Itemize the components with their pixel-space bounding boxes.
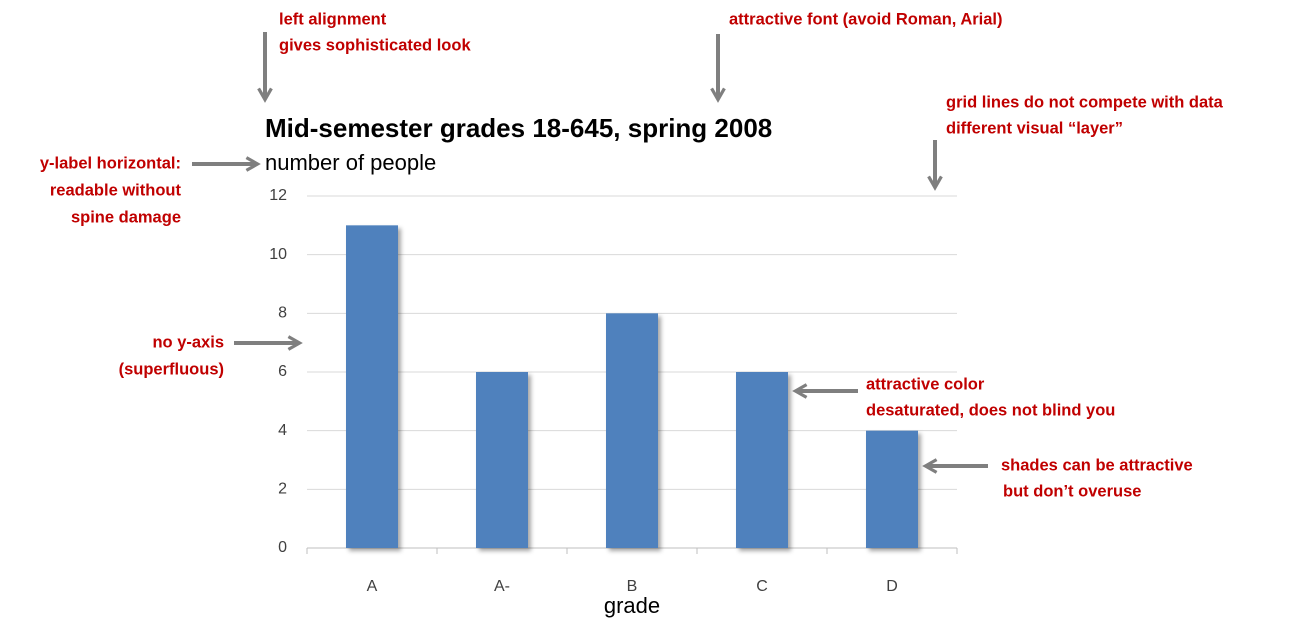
y-tick-label: 6 bbox=[278, 363, 287, 380]
annotation: shades can be attractive bbox=[1001, 456, 1193, 474]
annotation: grid lines do not compete with data bbox=[946, 93, 1224, 111]
y-tick-label: 0 bbox=[278, 539, 287, 556]
x-tick-label: A bbox=[367, 578, 378, 595]
annotation: gives sophisticated look bbox=[279, 36, 471, 54]
bar bbox=[866, 430, 918, 548]
bar bbox=[606, 313, 658, 548]
y-tick-label: 8 bbox=[278, 305, 287, 322]
annotation: different visual “layer” bbox=[946, 119, 1123, 137]
annotation: desaturated, does not blind you bbox=[866, 401, 1115, 419]
annotation: no y-axis bbox=[152, 333, 224, 351]
x-tick-label: C bbox=[756, 578, 768, 595]
annotation: but don’t overuse bbox=[1003, 482, 1141, 500]
y-tick-label: 12 bbox=[269, 187, 287, 204]
x-tick-label: A- bbox=[494, 578, 510, 595]
annotation: readable without bbox=[50, 181, 182, 199]
annotation: spine damage bbox=[71, 208, 181, 226]
chart-title: Mid-semester grades 18-645, spring 2008 bbox=[265, 113, 772, 143]
y-axis-label: number of people bbox=[265, 150, 436, 175]
annotation: left alignment bbox=[279, 10, 387, 28]
annotation: attractive font (avoid Roman, Arial) bbox=[729, 10, 1003, 28]
y-tick-label: 10 bbox=[269, 246, 287, 263]
y-tick-label: 4 bbox=[278, 422, 287, 439]
bar bbox=[476, 372, 528, 548]
bar bbox=[736, 372, 788, 548]
x-axis-label: grade bbox=[604, 593, 660, 618]
bar bbox=[346, 225, 398, 549]
x-tick-label: B bbox=[627, 578, 638, 595]
y-tick-label: 2 bbox=[278, 481, 287, 498]
annotation: (superfluous) bbox=[119, 360, 224, 378]
x-tick-label: D bbox=[886, 578, 898, 595]
annotation: y-label horizontal: bbox=[40, 154, 181, 172]
annotation: attractive color bbox=[866, 375, 985, 393]
annotations: left alignment gives sophisticated look … bbox=[40, 10, 1224, 500]
